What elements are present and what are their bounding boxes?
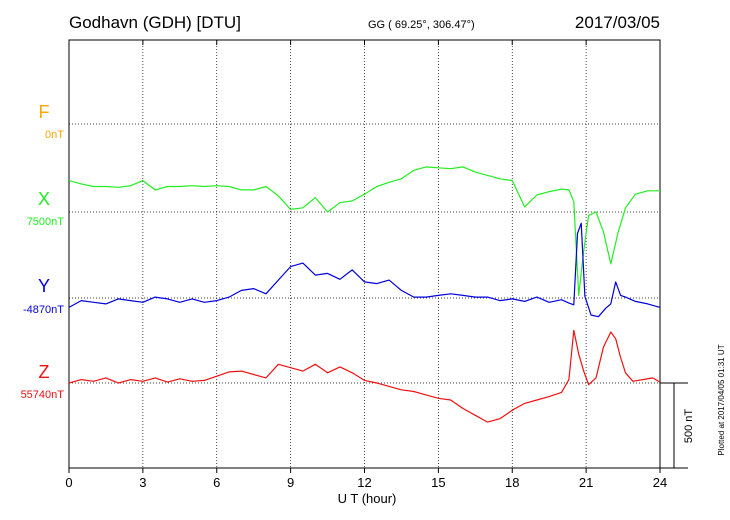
x-tick-label-6: 6	[213, 475, 220, 490]
x-tick-label-0: 0	[65, 475, 72, 490]
x-axis-label: U T (hour)	[338, 491, 397, 506]
series-name-X: X	[38, 189, 50, 209]
plot-date: 2017/03/05	[575, 13, 660, 32]
series-line-Y	[68, 222, 661, 318]
x-tick-label-24: 24	[653, 475, 667, 490]
x-tick-label-12: 12	[357, 475, 371, 490]
series-labels: F 0nT X 7500nT Y -4870nT Z 55740nT	[21, 102, 65, 401]
plotted-timestamp: Plotted at 2017/04/05 01:31 UT	[717, 344, 726, 455]
x-tick-label-21: 21	[579, 475, 593, 490]
grid-lines	[69, 40, 660, 468]
x-axis: 0 3 6 9 12 15 18 21 24	[65, 40, 667, 490]
series-baseline-Y: -4870nT	[23, 304, 64, 316]
series-baseline-X: 7500nT	[27, 216, 65, 228]
x-tick-label-9: 9	[287, 475, 294, 490]
series-baseline-Z: 55740nT	[21, 389, 65, 401]
series-baseline-F: 0nT	[45, 129, 64, 141]
x-tick-label-18: 18	[505, 475, 519, 490]
x-tick-label-15: 15	[431, 475, 445, 490]
station-coords: GG ( 69.25°, 306.47°)	[368, 19, 475, 31]
series-line-X	[68, 166, 660, 296]
series-name-Y: Y	[38, 276, 50, 296]
series-line-Z	[68, 329, 661, 423]
series-lines	[68, 166, 661, 423]
x-tick-label-3: 3	[139, 475, 146, 490]
scale-bar: 500 nT	[660, 382, 695, 469]
scale-bar-label: 500 nT	[683, 409, 695, 444]
station-title: Godhavn (GDH) [DTU]	[69, 13, 241, 32]
series-name-Z: Z	[39, 362, 50, 382]
series-name-F: F	[39, 102, 50, 122]
